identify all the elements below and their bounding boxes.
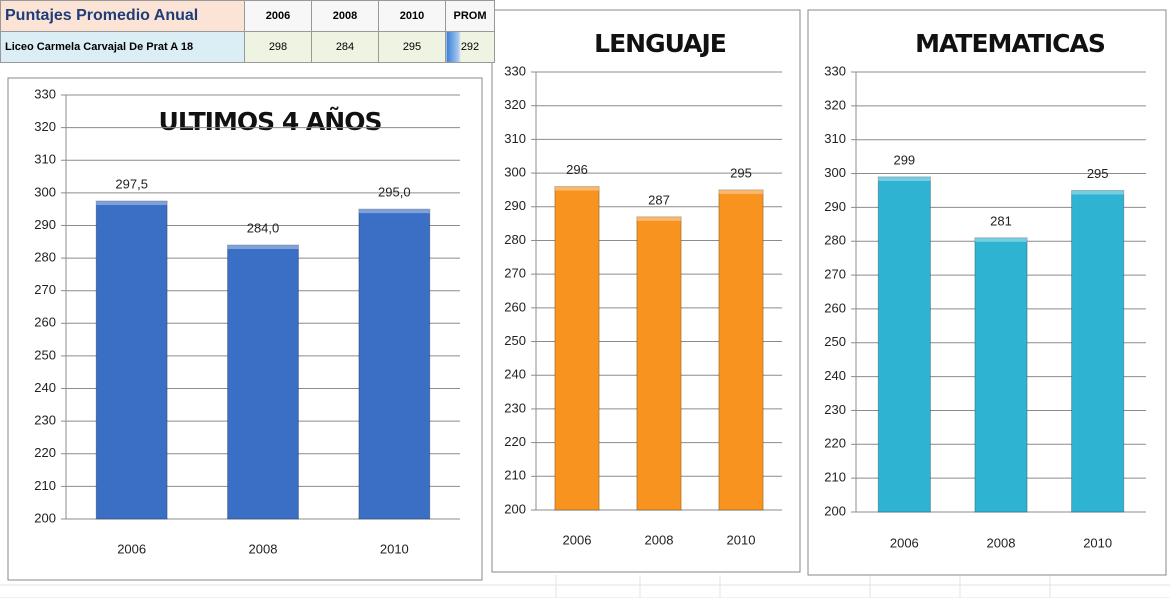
bar-shine: [96, 201, 168, 205]
y-tick-label: 200: [34, 510, 56, 525]
y-tick-label: 220: [504, 434, 526, 449]
x-tick-label: 2010: [727, 532, 756, 547]
table-header: PROM: [445, 0, 495, 32]
bar: [974, 237, 1028, 513]
bar-shine: [636, 216, 682, 221]
y-tick-label: 240: [504, 367, 526, 382]
y-tick-label: 330: [34, 86, 56, 101]
bar-shine: [227, 245, 299, 250]
y-tick-label: 230: [504, 400, 526, 415]
y-tick-label: 300: [824, 165, 846, 180]
x-tick-label: 2008: [645, 532, 674, 547]
sheet-grid: [0, 575, 1170, 598]
bar-shine: [718, 189, 764, 194]
y-tick-label: 210: [824, 470, 846, 485]
chart-title: LENGUAJE: [594, 29, 726, 58]
y-tick-label: 270: [34, 282, 56, 297]
y-tick-label: 250: [824, 334, 846, 349]
bar: [877, 176, 931, 513]
y-tick-label: 220: [824, 436, 846, 451]
x-tick-label: 2006: [117, 541, 146, 556]
bar: [554, 186, 600, 511]
value-label: 295,0: [378, 185, 411, 200]
table-cell: 292: [445, 31, 495, 63]
x-tick-label: 2008: [249, 541, 278, 556]
value-label: 296: [566, 162, 588, 177]
bar-shine: [1071, 190, 1124, 195]
x-tick-label: 2006: [563, 532, 592, 547]
y-tick-label: 210: [504, 468, 526, 483]
y-tick-label: 320: [34, 119, 56, 134]
value-label: 299: [893, 152, 915, 167]
y-tick-label: 270: [504, 266, 526, 281]
x-tick-label: 2008: [987, 535, 1016, 550]
y-tick-label: 260: [34, 315, 56, 330]
y-tick-label: 280: [504, 232, 526, 247]
y-tick-label: 240: [34, 380, 56, 395]
value-label: 297,5: [115, 176, 148, 191]
y-tick-label: 310: [504, 131, 526, 146]
y-tick-label: 240: [824, 368, 846, 383]
value-label: 295: [730, 165, 752, 180]
y-tick-label: 310: [824, 131, 846, 146]
chart-title: ULTIMOS 4 AÑOS: [159, 107, 382, 136]
value-label: 284,0: [247, 220, 280, 235]
y-tick-label: 260: [824, 300, 846, 315]
table-cell: 298: [244, 31, 312, 63]
y-tick-label: 250: [504, 333, 526, 348]
table-header: 2006: [244, 0, 312, 32]
y-tick-label: 310: [34, 152, 56, 167]
y-tick-label: 200: [824, 503, 846, 518]
value-label: 281: [990, 213, 1012, 228]
bar-shine: [554, 186, 600, 191]
value-label: 287: [648, 192, 670, 207]
y-tick-label: 290: [824, 199, 846, 214]
bar-shine: [878, 176, 931, 181]
bar: [95, 200, 168, 520]
y-tick-label: 320: [504, 97, 526, 112]
table-cell: Liceo Carmela Carvajal De Prat A 18: [0, 31, 245, 63]
y-tick-label: 270: [824, 267, 846, 282]
bar-shine: [358, 209, 430, 214]
y-tick-label: 330: [824, 63, 846, 78]
bar: [358, 208, 431, 520]
y-tick-label: 290: [504, 198, 526, 213]
bar-shine: [974, 237, 1028, 242]
bar: [227, 244, 299, 520]
value-label: 295: [1087, 166, 1109, 181]
chart-title: MATEMATICAS: [915, 29, 1105, 58]
bar: [718, 189, 764, 511]
y-tick-label: 250: [34, 347, 56, 362]
bar: [636, 216, 682, 511]
table-header: 2010: [378, 0, 446, 32]
y-tick-label: 230: [34, 413, 56, 428]
y-tick-label: 300: [34, 184, 56, 199]
table-cell: 284: [311, 31, 379, 63]
y-tick-label: 260: [504, 299, 526, 314]
table-cell: 295: [378, 31, 446, 63]
bar: [1071, 189, 1125, 513]
y-tick-label: 290: [34, 217, 56, 232]
y-tick-label: 300: [504, 165, 526, 180]
y-tick-label: 200: [504, 501, 526, 516]
y-tick-label: 210: [34, 478, 56, 493]
y-tick-label: 230: [824, 402, 846, 417]
score-table: Puntajes Promedio Anual 2006 2008 2010 P…: [0, 0, 495, 63]
y-tick-label: 220: [34, 445, 56, 460]
x-tick-label: 2010: [380, 541, 409, 556]
y-tick-label: 280: [824, 233, 846, 248]
y-tick-label: 330: [504, 63, 526, 78]
table-header: 2008: [311, 0, 379, 32]
x-tick-label: 2006: [890, 535, 919, 550]
y-tick-label: 280: [34, 250, 56, 265]
x-tick-label: 2010: [1083, 535, 1112, 550]
table-header: Puntajes Promedio Anual: [0, 0, 245, 32]
y-tick-label: 320: [824, 97, 846, 112]
